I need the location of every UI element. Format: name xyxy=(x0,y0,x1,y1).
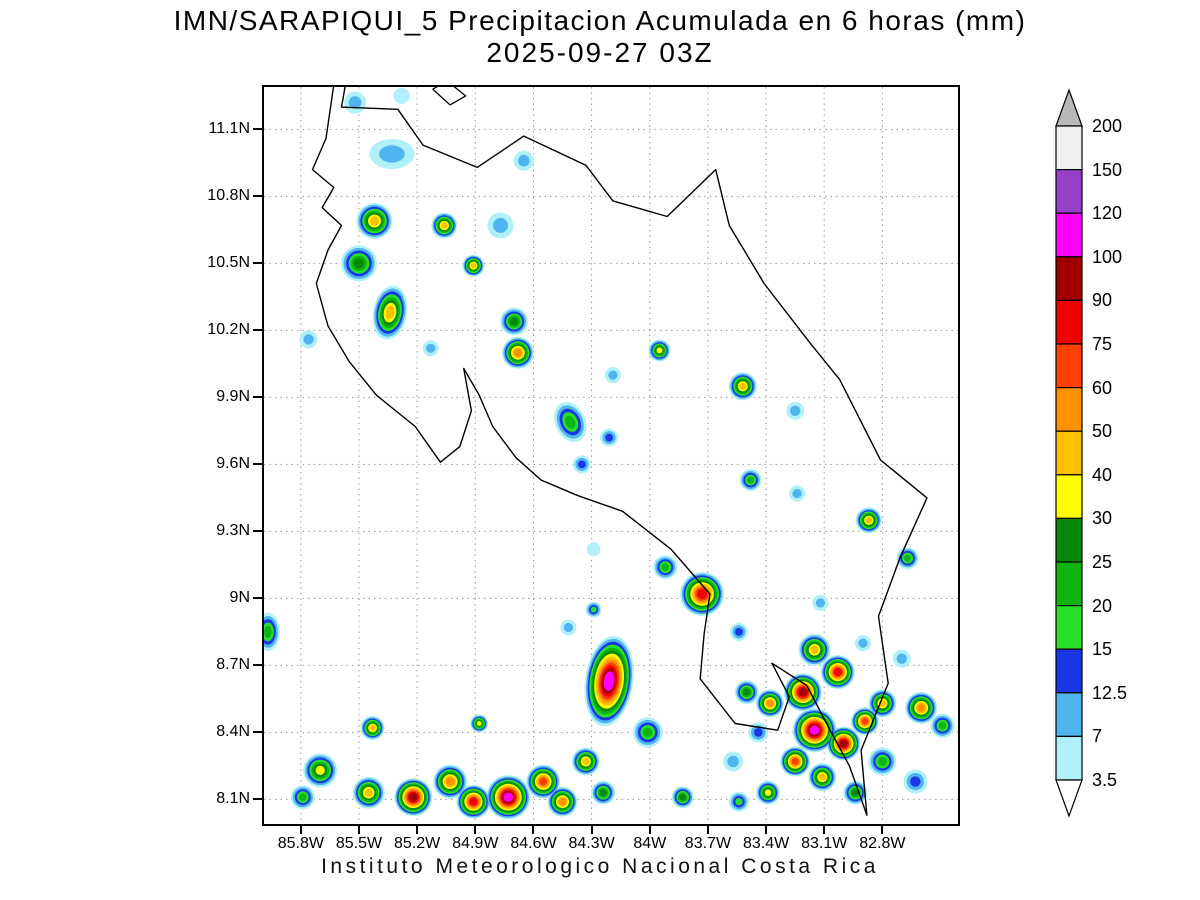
x-axis-label: 82.8W xyxy=(859,835,906,852)
colorbar-label: 200 xyxy=(1092,116,1123,136)
colorbar-under-arrow xyxy=(1055,779,1083,818)
x-axis-tick xyxy=(706,826,709,834)
colorbar-label: 90 xyxy=(1092,290,1113,311)
colorbar-label: 25 xyxy=(1092,552,1113,572)
y-axis-tick xyxy=(253,329,262,332)
x-axis-tick xyxy=(590,826,593,834)
chart-subtitle: 2025-09-27 03Z xyxy=(486,37,714,68)
y-axis-tick xyxy=(253,128,262,131)
colorbar-label: 120 xyxy=(1092,203,1123,224)
colorbar-segment xyxy=(1055,561,1083,607)
x-axis-label: 85.5W xyxy=(335,835,383,852)
y-axis-label: 9.3N xyxy=(216,522,250,540)
x-axis-label: 84.6W xyxy=(510,835,557,852)
y-axis-label: 9.9N xyxy=(216,388,250,406)
y-axis-label: 8.4N xyxy=(216,723,250,741)
colorbar-label: 12.5 xyxy=(1092,682,1128,703)
colorbar-segment xyxy=(1055,168,1083,214)
colorbar-segment xyxy=(1055,648,1083,694)
y-axis-tick xyxy=(253,597,262,600)
colorbar-segment xyxy=(1055,212,1083,258)
x-axis-tick-labels: 85.8W 85.5W 85.2W 84.9W 84.6W 84.3W 84W 83.7W 83… xyxy=(264,835,958,857)
colorbar-segment xyxy=(1055,692,1083,737)
colorbar-label: 30 xyxy=(1092,508,1113,529)
y-axis-label: 9N xyxy=(229,589,250,607)
precipitation-map-svg xyxy=(264,87,958,824)
y-axis-label: 8.7N xyxy=(216,656,250,674)
colorbar-segment xyxy=(1055,256,1083,302)
y-axis-label: 10.2N xyxy=(207,321,250,339)
colorbar xyxy=(1055,88,1083,818)
costa-rica-coastline xyxy=(311,87,928,816)
x-axis-tick xyxy=(648,826,651,834)
y-axis-tick xyxy=(253,396,262,399)
chart-title: IMN/SARAPIQUI_5 Precipitacion Acumulada … xyxy=(173,5,1027,36)
colorbar-segment xyxy=(1055,604,1083,650)
colorbar-segment xyxy=(1055,517,1083,563)
colorbar-label: 20 xyxy=(1092,595,1113,616)
colorbar-segment xyxy=(1055,299,1083,345)
colorbar-label: 3.5 xyxy=(1092,770,1118,790)
lake-outline xyxy=(432,87,467,106)
y-axis-tick xyxy=(253,463,262,466)
x-axis-label: 85.2W xyxy=(394,835,441,852)
colorbar-segment xyxy=(1055,387,1083,432)
y-axis-tick xyxy=(253,195,262,198)
x-axis-label: 84.3W xyxy=(568,835,615,852)
y-axis-tick xyxy=(253,731,262,734)
x-axis-tick xyxy=(532,826,535,834)
y-axis-label: 8.1N xyxy=(216,790,250,808)
x-axis-tick xyxy=(299,826,302,834)
y-axis-tick xyxy=(253,664,262,667)
colorbar-label: 60 xyxy=(1092,377,1113,398)
colorbar-segment xyxy=(1055,343,1083,389)
x-axis-tick xyxy=(881,826,884,834)
colorbar-over-arrow xyxy=(1055,88,1083,127)
y-axis-tick xyxy=(253,798,262,801)
colorbar-label: 100 xyxy=(1092,246,1123,267)
colorbar-segment xyxy=(1055,430,1083,476)
colorbar-segment xyxy=(1055,474,1083,519)
colorbar-segment xyxy=(1055,735,1083,781)
colorbar-label: 75 xyxy=(1092,334,1113,354)
colorbar-label: 50 xyxy=(1092,421,1113,442)
y-axis-label: 9.6N xyxy=(216,455,250,473)
y-axis-tick xyxy=(253,262,262,265)
map-plot-area xyxy=(262,85,960,826)
x-axis-tick xyxy=(416,826,419,834)
x-axis-tick xyxy=(474,826,477,834)
x-axis-tick xyxy=(765,826,768,834)
x-axis-label: 84.9W xyxy=(452,835,499,852)
x-axis-label: 83.1W xyxy=(801,835,848,852)
colorbar-segment xyxy=(1055,125,1083,171)
precipitation-field xyxy=(264,87,955,820)
footer-text: Instituto Meteorologico Nacional Costa R… xyxy=(321,855,879,878)
y-axis-tick xyxy=(253,530,262,533)
colorbar-label: 15 xyxy=(1092,639,1113,660)
x-axis-tick xyxy=(357,826,360,834)
colorbar-labels: 200 150 120 100 90 75 60 50 40 30 25 20 15 12.5 7 3.5 xyxy=(1092,88,1162,820)
colorbar-label: 150 xyxy=(1092,159,1123,180)
colorbar-label: 40 xyxy=(1092,464,1113,485)
x-axis-label: 83.4W xyxy=(742,835,790,852)
y-axis-tick-labels: 11.1N 10.8N 10.5N 10.2N 9.9N 9.6N 9.3N 9N 8.7N 8.… xyxy=(178,87,250,824)
y-axis-label: 10.5N xyxy=(207,254,250,272)
x-axis-label: 85.8W xyxy=(277,835,324,852)
x-axis-label: 83.7W xyxy=(684,835,732,852)
x-axis-tick xyxy=(823,826,826,834)
x-axis-label: 84W xyxy=(633,835,667,852)
y-axis-label: 11.1N xyxy=(208,120,250,138)
y-axis-label: 10.8N xyxy=(207,187,250,205)
colorbar-label: 7 xyxy=(1092,726,1103,747)
